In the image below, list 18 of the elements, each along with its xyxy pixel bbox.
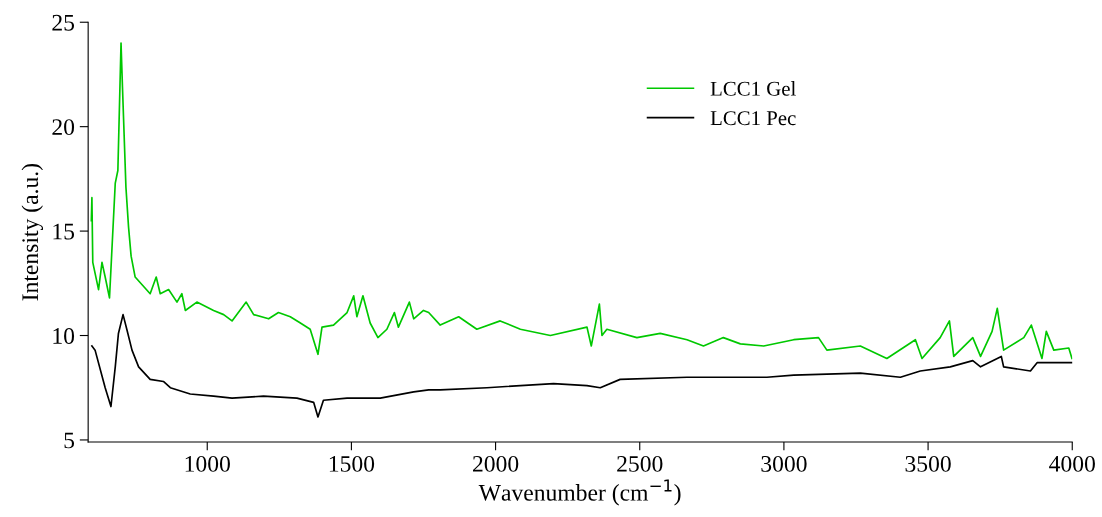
y-axis-title: Intensity (a.u.) (21, 164, 44, 301)
x-tick-label: 4000 (1049, 455, 1095, 472)
x-tick-label: 2000 (473, 455, 519, 472)
y-tick-label: 25 (52, 14, 75, 31)
y-tick-label: 10 (53, 328, 75, 344)
legend-label: LCC1 Pec (710, 111, 796, 126)
x-tick-label: 3000 (761, 455, 807, 472)
y-tick-label: 20 (52, 119, 75, 136)
x-tick-label: 1000 (185, 455, 230, 472)
x-tick-label: 2500 (617, 455, 663, 472)
x-tick-label: 3500 (905, 455, 951, 472)
y-tick-label: 5 (64, 432, 75, 449)
x-tick-label: 1500 (329, 455, 375, 472)
legend-label: LCC1 Gel (710, 81, 796, 96)
x-axis-title: Wavenumber (cm$^{−1}$) (478, 479, 681, 506)
y-tick-label: 15 (53, 223, 75, 240)
line-series (91, 313, 1073, 418)
line-series (90, 42, 1073, 360)
